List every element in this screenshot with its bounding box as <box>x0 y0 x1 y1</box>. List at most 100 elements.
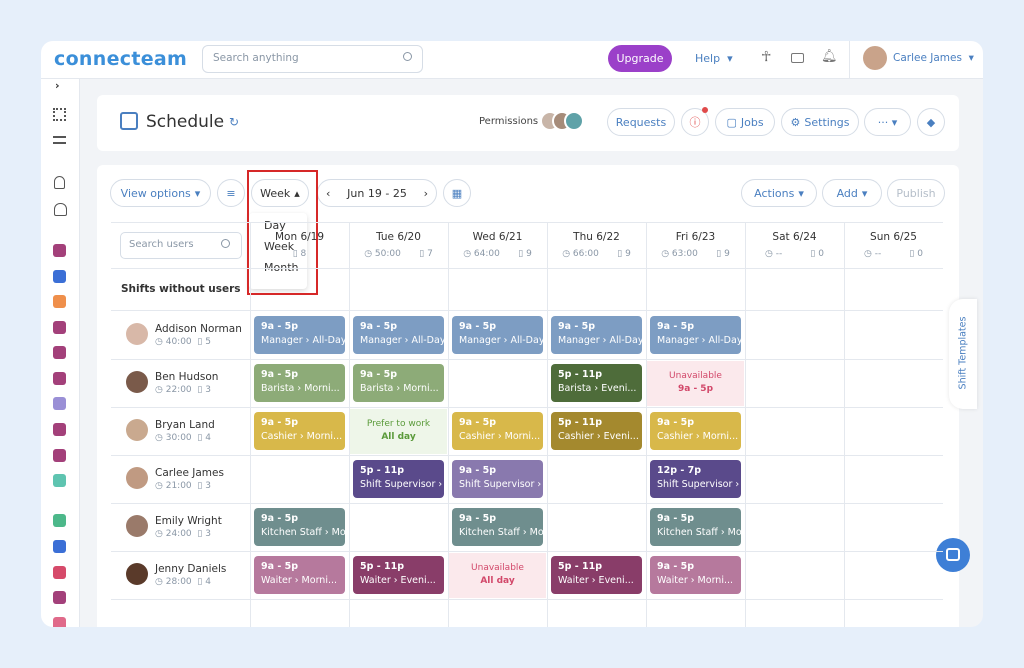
cell-status: Prefer to work <box>366 419 431 429</box>
day-hours: ◷ -- <box>765 249 783 259</box>
shift[interactable]: 9a - 5p Cashier › Morni... <box>452 412 543 450</box>
calendar-button[interactable]: ▦ <box>443 179 471 207</box>
users-icon[interactable] <box>54 203 67 216</box>
permissions-label: Permissions <box>479 116 539 127</box>
app-icon[interactable] <box>53 295 66 308</box>
jobs-button[interactable]: ▢ Jobs <box>715 108 775 136</box>
range-button[interactable]: Week ▴ <box>251 179 309 207</box>
publish-button[interactable]: Publish <box>887 179 945 207</box>
accessibility-icon[interactable]: ☥ <box>761 49 772 65</box>
more-button[interactable]: ··· ▾ <box>864 108 911 136</box>
user-icon[interactable] <box>54 176 65 189</box>
apps-icon[interactable] <box>53 108 66 121</box>
avatar <box>564 111 584 131</box>
shift[interactable]: 9a - 5p Manager › All-Day <box>551 316 642 354</box>
employee-name[interactable]: Bryan Land <box>155 419 215 431</box>
app-icon[interactable] <box>53 423 66 436</box>
shift[interactable]: 9a - 5p Manager › All-Day <box>650 316 741 354</box>
app-icon[interactable] <box>53 397 66 410</box>
preference-cell[interactable]: Prefer to work All day <box>350 409 447 454</box>
app-icon[interactable] <box>53 514 66 527</box>
shift[interactable]: 5p - 11p Shift Supervisor › E <box>353 460 444 498</box>
day-summary: ◷ 63:00 ▯ 9 <box>652 249 739 259</box>
next-arrow[interactable]: › <box>423 186 428 200</box>
app-icon[interactable] <box>53 474 66 487</box>
employee-name[interactable]: Jenny Daniels <box>155 563 227 575</box>
user-avatar[interactable] <box>863 46 887 70</box>
shift[interactable]: 9a - 5p Shift Supervisor › ? <box>452 460 543 498</box>
actions-button[interactable]: Actions ▾ <box>741 179 817 207</box>
shift[interactable]: 9a - 5p Barista › Morni... <box>353 364 444 402</box>
app-icon[interactable] <box>53 540 66 553</box>
requests-button[interactable]: Requests <box>607 108 675 136</box>
shift[interactable]: 9a - 5p Waiter › Morni... <box>254 556 345 594</box>
alert-button[interactable]: ⓘ <box>681 108 709 136</box>
employee-avatar <box>126 467 148 489</box>
unavailable-cell[interactable]: Unavailable All day <box>449 553 546 598</box>
shift[interactable]: 12p - 7p Shift Supervisor › E <box>650 460 741 498</box>
cell-time: 9a - 5p <box>677 384 714 394</box>
employee-avatar <box>126 419 148 441</box>
shift[interactable]: 5p - 11p Waiter › Eveni... <box>353 556 444 594</box>
shift[interactable]: 5p - 11p Waiter › Eveni... <box>551 556 642 594</box>
shift-role: Waiter › Morni... <box>261 575 338 586</box>
help-menu[interactable]: Help ▾ <box>695 52 733 65</box>
search-box[interactable] <box>202 45 423 73</box>
users-search[interactable] <box>120 232 242 259</box>
unavailable-cell[interactable]: Unavailable 9a - 5p <box>647 361 744 406</box>
hours-value: 64:00 <box>473 249 500 259</box>
shift[interactable]: 9a - 5p Waiter › Morni... <box>650 556 741 594</box>
shift[interactable]: 9a - 5p Kitchen Staff › Mor <box>650 508 741 546</box>
app-icon[interactable] <box>53 372 66 385</box>
bell-icon[interactable]: 🔔︎ <box>821 49 838 64</box>
employee-hours: 28:00 <box>165 577 192 587</box>
chat-button[interactable] <box>936 538 970 572</box>
add-button[interactable]: Add ▾ <box>822 179 882 207</box>
app-icon[interactable] <box>53 566 66 579</box>
view-options-button[interactable]: View options ▾ <box>110 179 211 207</box>
day-shifts: ▯ 8 <box>292 249 307 259</box>
shift[interactable]: 9a - 5p Manager › All-Day <box>452 316 543 354</box>
logo[interactable]: connecteam <box>54 48 188 70</box>
expand-icon[interactable]: › <box>55 79 60 92</box>
app-icon[interactable] <box>53 346 66 359</box>
dropdown-option[interactable]: Week <box>264 240 295 253</box>
shift[interactable]: 9a - 5p Cashier › Morni... <box>254 412 345 450</box>
app-icon[interactable] <box>53 244 66 257</box>
feed-icon[interactable] <box>53 136 66 144</box>
employee-name[interactable]: Carlee James <box>155 467 224 479</box>
date-navigator[interactable]: ‹ Jun 19 - 25 › <box>317 179 437 207</box>
shift[interactable]: 9a - 5p Manager › All-Day <box>353 316 444 354</box>
day-shifts: ▯ 9 <box>716 249 730 259</box>
user-menu[interactable]: Carlee James ▾ <box>893 52 974 64</box>
side-tab[interactable] <box>949 299 977 409</box>
app-icon[interactable] <box>53 321 66 334</box>
shift-role: Manager › All-Day <box>459 335 543 346</box>
chat-icon[interactable] <box>791 53 804 63</box>
shift[interactable]: 9a - 5p Kitchen Staff › Mor <box>452 508 543 546</box>
app-icon[interactable] <box>53 449 66 462</box>
employee-name[interactable]: Addison Norman <box>155 323 242 335</box>
shift[interactable]: 9a - 5p Manager › All-Day <box>254 316 345 354</box>
shift[interactable]: 9a - 5p Kitchen Staff › Mor <box>254 508 345 546</box>
shift-role: Manager › All-Day <box>657 335 741 346</box>
shift[interactable]: 9a - 5p Barista › Morni... <box>254 364 345 402</box>
filter-button[interactable]: ≡ <box>217 179 245 207</box>
employee-name[interactable]: Emily Wright <box>155 515 222 527</box>
dropdown-option[interactable]: Month <box>264 261 299 274</box>
shift[interactable]: 5p - 11p Barista › Eveni... <box>551 364 642 402</box>
prev-arrow[interactable]: ‹ <box>326 186 331 200</box>
upgrade-button[interactable]: Upgrade <box>608 45 672 72</box>
shift[interactable]: 5p - 11p Cashier › Eveni... <box>551 412 642 450</box>
help-center-button[interactable]: ◆ <box>917 108 945 136</box>
app-icon[interactable] <box>53 270 66 283</box>
app-icon[interactable] <box>53 617 66 627</box>
sync-icon[interactable]: ↻ <box>229 115 240 129</box>
shift[interactable]: 9a - 5p Cashier › Morni... <box>650 412 741 450</box>
employee-name[interactable]: Ben Hudson <box>155 371 219 383</box>
app-icon[interactable] <box>53 591 66 604</box>
settings-button[interactable]: ⚙ Settings <box>781 108 859 136</box>
day-label: Tue 6/20 <box>376 231 421 243</box>
date-range: Jun 19 - 25 <box>347 186 407 200</box>
day-hours: ◷ 66:00 <box>562 249 599 259</box>
